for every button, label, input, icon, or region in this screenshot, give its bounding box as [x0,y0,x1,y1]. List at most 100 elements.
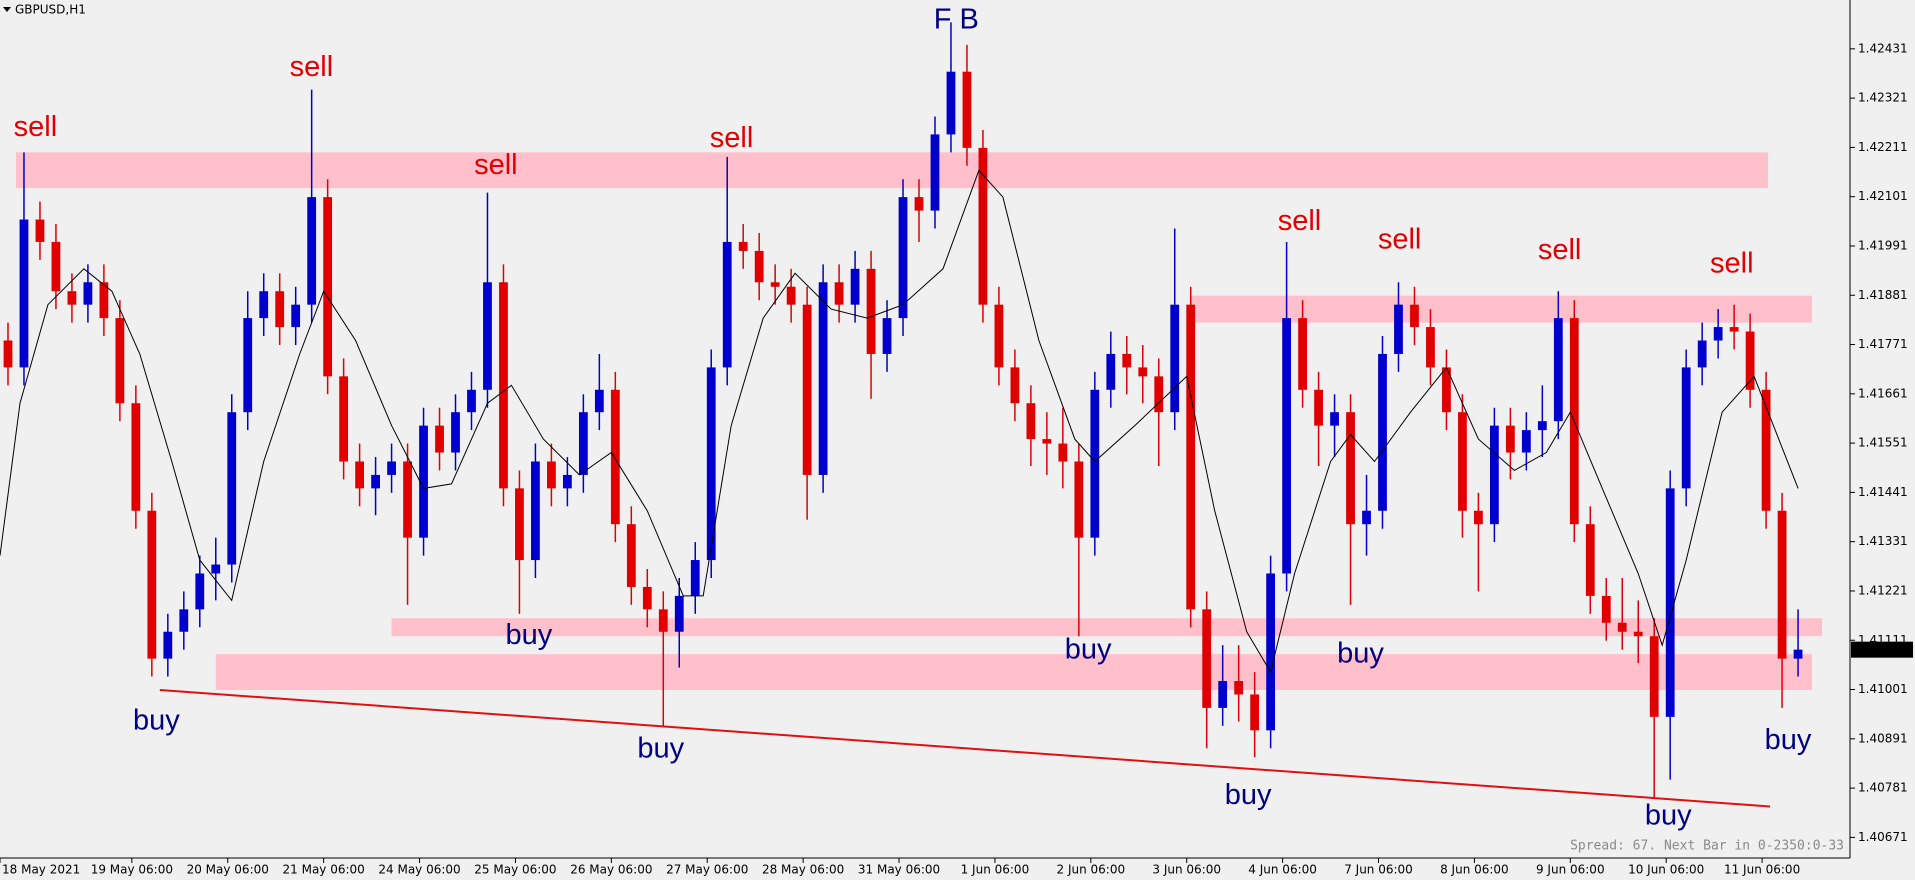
candle-body [930,134,940,211]
candle-body [562,474,572,489]
candle-body [1218,681,1228,708]
candle-body [626,524,636,587]
trend-line [159,688,1771,808]
candle-body [946,71,956,135]
candle-body [355,461,365,489]
annotation: buy [133,704,180,736]
x-tick-label: 2 Jun 06:00 [1057,863,1126,877]
candle-body [834,282,844,305]
candle-body [531,461,540,561]
candle-body [818,282,828,475]
candle-body [1505,425,1515,453]
candle-body [866,268,876,354]
candle-body [594,389,604,413]
candle-body [802,304,812,475]
y-tick-label: 1.41881 [1858,288,1908,302]
candle-body [674,595,684,632]
y-tick-label: 1.42321 [1858,91,1908,105]
x-tick-label: 7 Jun 06:00 [1344,863,1413,877]
candle-body [1537,421,1547,431]
candle-body [1106,353,1116,390]
candle-body [882,318,892,354]
candle-body [307,197,317,305]
y-tick-label: 1.40781 [1858,781,1908,795]
candle-body [1729,327,1739,332]
candle-body [578,412,588,475]
candle-body [1649,636,1659,717]
candle-body [147,510,157,659]
candle-body [1793,649,1803,659]
candle-body [131,403,141,511]
annotation: buy [1337,637,1384,669]
annotation: sell [1378,223,1422,255]
annotation: buy [1065,634,1112,666]
symbol-menu-arrow[interactable] [3,7,11,12]
candle-body [754,250,764,283]
x-tick-label: 20 May 06:00 [187,863,269,877]
candle-body [1713,327,1723,341]
candle-body [211,564,221,574]
annotation: buy [1225,779,1272,811]
candle-body [1362,510,1371,525]
candle-body [275,291,285,328]
candle-body [1601,595,1611,623]
candle-body [962,71,972,148]
annotation: sell [710,122,754,154]
candle-body [35,219,45,242]
candle-body [770,282,780,287]
y-tick-label: 1.40891 [1858,731,1908,745]
candle-body [435,425,444,453]
y-tick-label: 1.41221 [1858,583,1908,597]
candle-body [1410,304,1419,328]
candle-body [387,461,396,475]
annotation: sell [14,111,58,143]
y-tick-label: 1.41661 [1858,386,1908,400]
candle-body [227,412,237,565]
candle-body [1442,367,1451,413]
current-price-box [1851,641,1913,658]
candle-body [1474,510,1483,525]
candle-body [339,376,349,462]
candle-body [51,241,61,292]
y-tick-label: 1.41331 [1858,534,1908,548]
x-tick-label: 1 Jun 06:00 [961,863,1030,877]
candle-body [978,147,988,305]
candle-body [994,304,1004,368]
candle-body [1697,340,1707,368]
candle-body [291,304,301,328]
candle-body [99,282,109,319]
annotation: sell [1710,248,1754,280]
candle-body [658,609,668,632]
candle-body [1330,412,1339,426]
x-tick-label: 21 May 06:00 [283,863,365,877]
candle-body [483,282,492,390]
candle-body [115,318,125,404]
candle-body [1138,367,1148,377]
y-tick-label: 1.42101 [1858,189,1908,203]
candle-body [451,412,460,453]
candle-body [738,241,748,251]
y-tick-label: 1.41001 [1858,682,1908,696]
candle-body [1202,609,1212,708]
y-tick-label: 1.41771 [1858,337,1908,351]
y-tick-label: 1.41991 [1858,238,1908,252]
candle-body [1234,681,1244,695]
candle-body [1042,439,1052,444]
annotation: sell [1278,205,1322,237]
candle-body [1282,318,1292,574]
x-tick-label: 4 Jun 06:00 [1248,863,1317,877]
symbol-label: GBPUSD,H1 [15,3,86,17]
moving-average [0,169,1799,674]
price-zone [215,654,1813,690]
x-tick-label: 27 May 06:00 [666,863,748,877]
candle-body [163,631,173,659]
candle-body [243,318,253,413]
candle-body [610,389,620,525]
candle-body [467,389,476,413]
candle-body [1553,318,1563,422]
candle-body [1090,389,1100,538]
annotation: sell [290,51,334,83]
candle-body [1266,573,1276,731]
candle-body [1633,631,1643,637]
y-tick-label: 1.40671 [1858,830,1908,844]
